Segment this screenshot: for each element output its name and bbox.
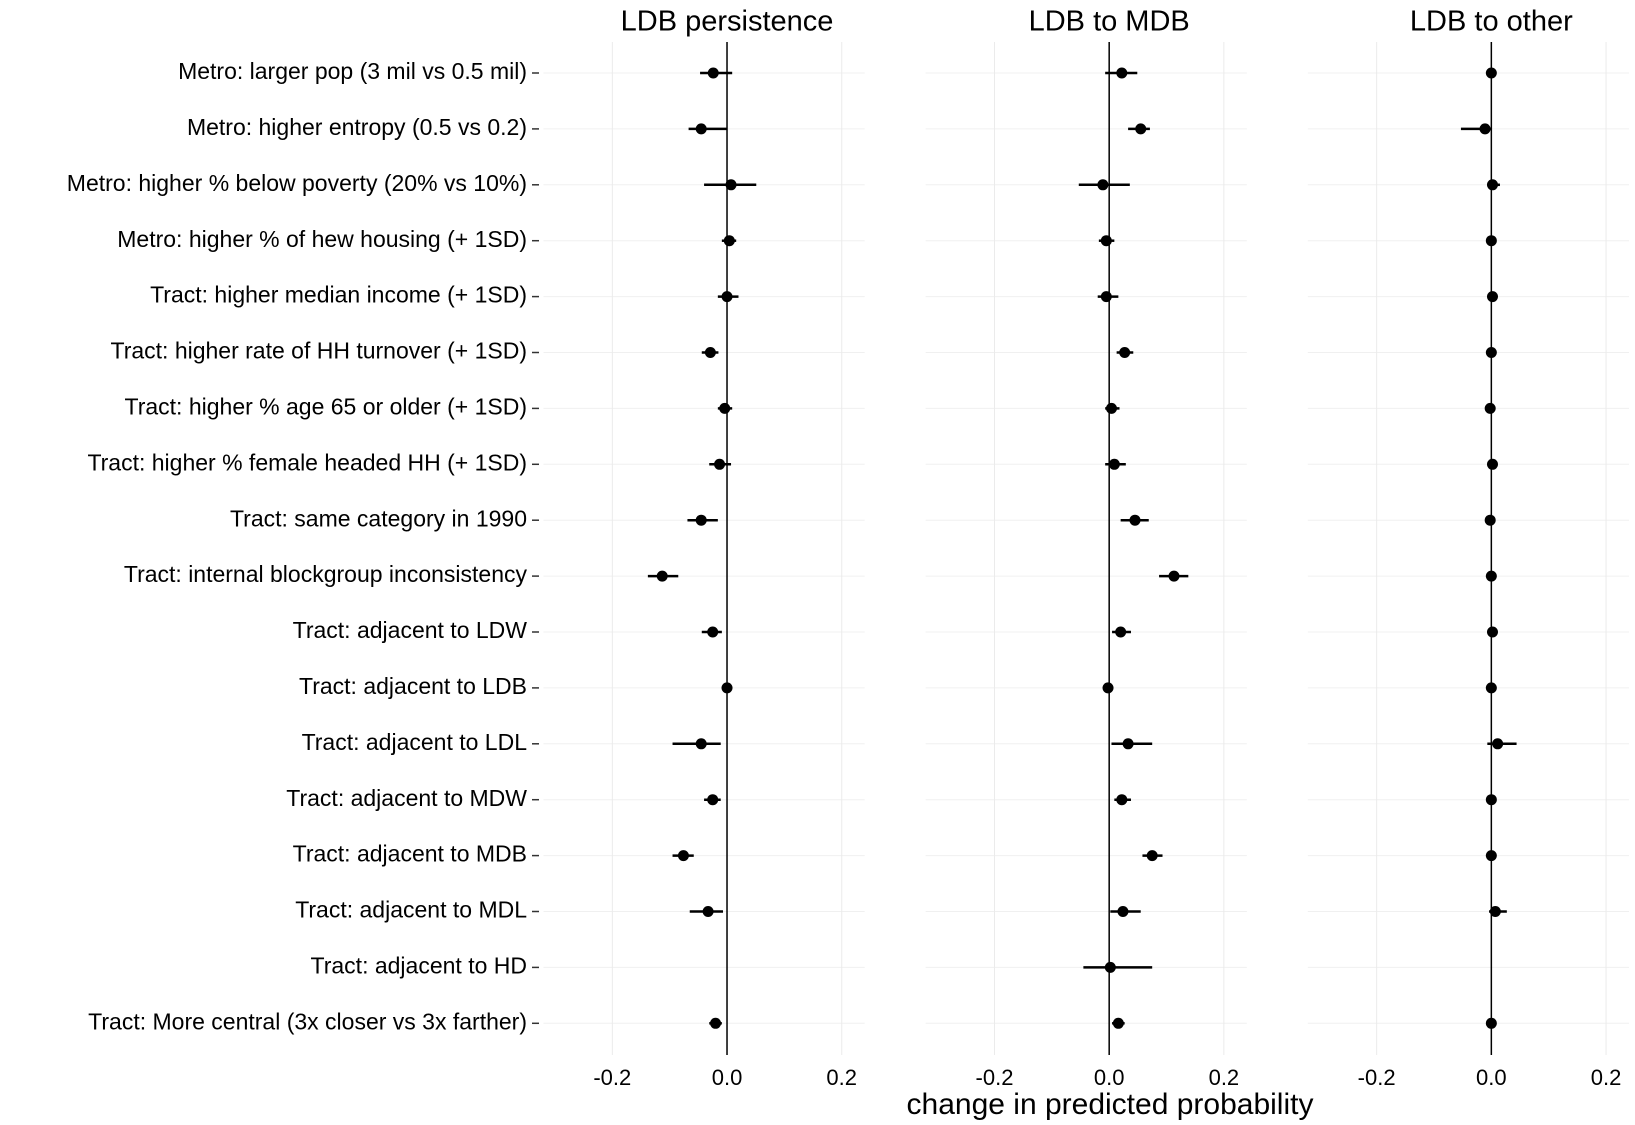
- point: [702, 906, 714, 917]
- panel-title: LDB to other: [1410, 6, 1573, 38]
- y-tick-label: Tract: adjacent to LDL: [302, 729, 528, 755]
- point: [1492, 738, 1504, 750]
- point: [1479, 123, 1491, 135]
- point: [1485, 235, 1497, 247]
- point: [1112, 1017, 1124, 1029]
- x-tick-label: 0.2: [1591, 1065, 1622, 1090]
- y-tick-label: Tract: higher % age 65 or older (+ 1SD): [125, 393, 527, 419]
- panel-title: LDB persistence: [621, 6, 834, 38]
- point: [1115, 626, 1127, 638]
- point: [677, 850, 689, 862]
- point: [1097, 179, 1109, 191]
- point: [704, 347, 716, 358]
- y-tick-label: Metro: higher entropy (0.5 vs 0.2): [187, 114, 527, 140]
- point: [1485, 347, 1497, 358]
- y-tick-label: Metro: higher % below poverty (20% vs 10…: [67, 170, 527, 196]
- y-tick-label: Metro: larger pop (3 mil vs 0.5 mil): [178, 58, 527, 84]
- y-tick-label: Tract: adjacent to MDW: [286, 785, 527, 811]
- point: [725, 179, 737, 191]
- point: [721, 291, 733, 303]
- point: [695, 123, 707, 135]
- x-tick-label: -0.2: [976, 1065, 1014, 1090]
- point: [1100, 235, 1112, 247]
- y-tick-label: Tract: higher % female headed HH (+ 1SD): [87, 449, 527, 475]
- point: [695, 514, 707, 526]
- point: [1135, 123, 1147, 135]
- y-tick-label: Tract: adjacent to MDL: [295, 897, 527, 923]
- point: [707, 626, 719, 638]
- point: [1486, 291, 1498, 303]
- point: [1168, 570, 1180, 582]
- x-tick-label: 0.2: [826, 1065, 857, 1090]
- x-tick-label: 0.2: [1209, 1065, 1240, 1090]
- point: [1108, 458, 1120, 470]
- point: [1486, 458, 1498, 470]
- point: [1105, 402, 1117, 414]
- point: [1486, 179, 1498, 191]
- point: [1117, 906, 1129, 917]
- point: [1484, 402, 1496, 414]
- panel-title: LDB to MDB: [1029, 6, 1190, 38]
- y-tick-label: Tract: adjacent to LDW: [293, 617, 528, 643]
- point: [1104, 961, 1116, 973]
- y-tick-label: Tract: adjacent to MDB: [293, 841, 527, 867]
- point: [656, 570, 668, 582]
- y-tick-label: Tract: higher rate of HH turnover (+ 1SD…: [111, 338, 528, 364]
- x-tick-label: 0.0: [1476, 1065, 1507, 1090]
- y-tick-label: Tract: internal blockgroup inconsistency: [124, 561, 528, 587]
- y-tick-label: Metro: higher % of hew housing (+ 1SD): [117, 226, 527, 252]
- point: [1484, 514, 1496, 526]
- point: [1116, 67, 1128, 79]
- point: [707, 794, 719, 806]
- x-tick-label: 0.0: [1094, 1065, 1125, 1090]
- point: [1485, 794, 1497, 806]
- point: [1129, 514, 1141, 526]
- y-tick-label: Tract: adjacent to LDB: [299, 673, 527, 699]
- point: [1122, 738, 1134, 750]
- y-tick-label: Tract: adjacent to HD: [311, 952, 527, 978]
- point: [1102, 682, 1114, 694]
- point: [1489, 906, 1501, 917]
- point: [1116, 794, 1128, 806]
- point: [1100, 291, 1112, 303]
- y-tick-label: Tract: higher median income (+ 1SD): [150, 282, 527, 308]
- x-tick-label: -0.2: [1358, 1065, 1396, 1090]
- point: [719, 402, 731, 414]
- point: [695, 738, 707, 750]
- point: [707, 67, 719, 79]
- point: [1485, 850, 1497, 862]
- point: [1485, 1017, 1497, 1029]
- x-tick-label: -0.2: [593, 1065, 631, 1090]
- point: [1119, 347, 1131, 358]
- x-tick-label: 0.0: [712, 1065, 743, 1090]
- point: [1485, 67, 1497, 79]
- y-tick-label: Tract: same category in 1990: [230, 505, 527, 531]
- point: [1485, 570, 1497, 582]
- y-tick-label: Tract: More central (3x closer vs 3x far…: [88, 1008, 527, 1034]
- point: [710, 1017, 722, 1029]
- x-axis-label: change in predicted probability: [907, 1088, 1314, 1121]
- point: [1146, 850, 1158, 862]
- point: [1486, 626, 1498, 638]
- point: [721, 682, 733, 694]
- point: [714, 458, 726, 470]
- point: [1485, 682, 1497, 694]
- point: [723, 235, 735, 247]
